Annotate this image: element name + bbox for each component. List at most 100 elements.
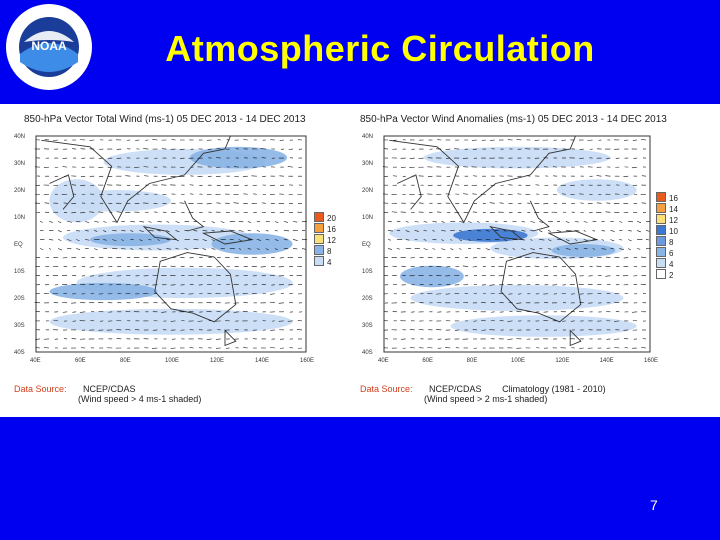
colorbar-swatch [314,245,324,255]
wind-vector [274,221,279,224]
wind-vector [485,248,490,251]
wind-vector [292,239,298,241]
wind-vector [463,301,469,304]
wind-vector [207,292,212,295]
wind-vector [628,248,631,251]
wind-vector [148,239,152,241]
wind-vector [605,211,611,213]
lat-tick-label: 10N [362,215,373,221]
wind-vector [512,230,516,232]
colorbar-swatch [656,247,666,257]
wind-vector [62,311,68,313]
wind-vector [441,221,445,223]
wind-vector [125,329,131,331]
wind-vector [112,239,117,242]
wind-vector [548,230,551,232]
wind-vector [432,230,435,232]
wind-vector [565,221,570,224]
wind-vector [405,230,410,233]
left-map-title: 850-hPa Vector Total Wind (ms-1) 05 DEC … [24,114,306,125]
wind-vector [516,139,522,141]
colorbar-label: 16 [327,225,336,234]
wind-vector [583,221,588,223]
wind-vector [166,248,172,250]
wind-vector [539,239,545,241]
lon-tick-label: 40E [378,358,389,364]
lat-tick-label: 40N [362,134,373,140]
wind-vector [539,221,544,223]
wind-vector [574,239,578,241]
wind-vector [409,329,415,331]
wind-vector [592,248,596,250]
wind-vector [80,212,86,214]
lat-tick-label: 30S [14,323,25,329]
wind-vector [279,257,284,259]
wind-vector [193,230,198,232]
wind-vector [170,320,176,322]
wind-vector [450,239,453,241]
lat-tick-label: 30S [362,323,373,329]
lon-tick-label: 100E [165,358,179,364]
wind-vector [265,248,269,251]
wind-vector [216,157,221,159]
wind-vector [179,148,185,150]
lat-tick-label: 20S [362,296,373,302]
wind-vector [57,230,62,233]
wind-vector [238,239,242,242]
wind-vector [157,221,162,223]
wind-vector [628,230,632,232]
wind-shade-region [49,179,104,223]
wind-vector [455,184,460,186]
right-source-note: (Wind speed > 2 ms-1 shaded) [424,394,548,404]
wind-vector [583,230,586,232]
wind-vector [76,230,80,232]
page-number: 7 [650,497,658,513]
wind-vector [184,248,189,250]
wind-vector [57,248,62,251]
wind-vector [71,184,77,186]
lon-tick-label: 80E [467,358,478,364]
wind-vector [269,347,275,349]
right-source-climatology: Climatology (1981 - 2010) [502,384,606,394]
wind-vector [247,248,252,250]
wind-vector [489,202,495,204]
wind-vector [265,230,269,232]
colorbar-swatch [656,258,666,268]
wind-vector [423,239,427,241]
wind-vector [561,139,566,141]
lat-tick-label: 20S [14,296,25,302]
wind-vector [459,248,462,250]
wind-vector [152,274,158,276]
maps-panel: 850-hPa Vector Total Wind (ms-1) 05 DEC … [0,104,720,417]
colorbar-swatch [656,269,666,279]
wind-vector [67,239,72,241]
lat-tick-label: 10S [362,269,373,275]
wind-vector [148,248,152,250]
wind-vector [418,157,424,159]
wind-vector [220,230,224,232]
wind-vector [48,221,53,223]
coastline [41,135,231,224]
wind-vector [216,202,221,204]
left-source-label: Data Source: [14,384,67,394]
wind-vector [619,239,623,241]
wind-vector [578,283,584,285]
wind-vector [166,230,170,233]
coastline [224,329,237,347]
colorbar-label: 20 [327,214,336,223]
wind-vector [596,175,602,177]
wind-vector [641,256,647,258]
wind-vector [283,230,290,232]
wind-vector [269,301,275,304]
wind-vector [116,211,122,213]
wind-vector [619,248,624,250]
wind-vector [548,248,552,250]
wind-vector [507,320,513,322]
wind-vector [445,148,451,150]
right-source-label: Data Source: [360,384,413,394]
wind-vector [274,230,278,232]
wind-vector [139,239,143,242]
wind-vector [601,239,605,241]
wind-vector [89,266,95,268]
left-source-value: NCEP/CDAS [83,384,136,394]
